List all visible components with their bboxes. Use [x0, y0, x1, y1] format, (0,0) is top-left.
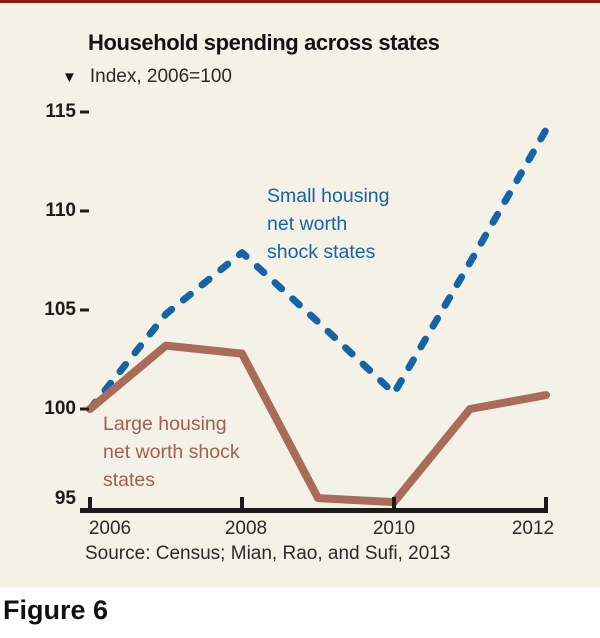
x-tick-2006: [88, 497, 92, 513]
chart-title: Household spending across states: [88, 30, 440, 55]
annotation-small-shock-states: Small housing net worth shock states: [267, 185, 390, 263]
y-axis-label-105: 105: [44, 299, 76, 320]
x-tick-2008: [240, 497, 244, 513]
figure-label: Figure 6: [3, 595, 109, 625]
x-tick-2010: [392, 497, 396, 513]
y-axis-label-100: 100: [44, 398, 76, 419]
top-accent-bar: [0, 0, 600, 3]
y-axis-label-95: 95: [54, 488, 76, 509]
chart-canvas: [80, 110, 550, 513]
annotation-large-shock-states: Large housing net worth shock states: [103, 413, 240, 491]
x-axis-label-2012: 2012: [511, 518, 555, 539]
y-tick-100: [80, 407, 89, 411]
y-axis-label-110: 110: [45, 200, 76, 221]
index-note: Index, 2006=100: [89, 66, 232, 87]
series-line-small-shock: [86, 126, 550, 413]
y-tick-105: [80, 308, 89, 312]
x-axis-line: [80, 508, 548, 513]
series-line-large-shock: [86, 341, 550, 507]
x-axis-label-2010: 2010: [372, 518, 416, 539]
x-axis-label-2006: 2006: [88, 518, 132, 539]
x-axis-label-2008: 2008: [224, 518, 268, 539]
y-tick-110: [80, 209, 89, 213]
y-tick-115: [80, 110, 89, 114]
down-triangle-icon: ▼: [62, 68, 77, 86]
y-axis-label-115: 115: [45, 101, 76, 122]
x-tick-2012: [544, 497, 548, 513]
chart-subtitle: ▼ Index, 2006=100: [62, 66, 232, 88]
chart-panel: Household spending across states ▼ Index…: [0, 0, 600, 587]
source-note: Source: Census; Mian, Rao, and Sufi, 201…: [85, 543, 451, 564]
